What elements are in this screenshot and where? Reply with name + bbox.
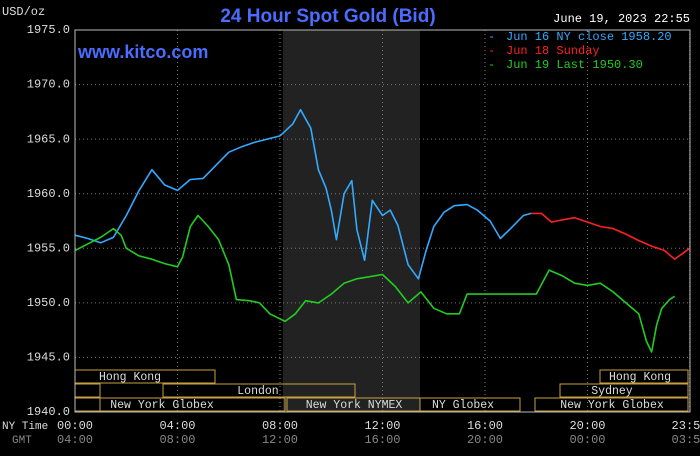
y-tick-label: 1965.0: [27, 132, 70, 146]
session-box: [599, 369, 689, 384]
session-box: [162, 383, 356, 398]
plot-frame: [74, 29, 691, 413]
legend-label: Jun 16 NY close 1958.20: [506, 30, 672, 44]
x-tick-label: 23:59: [672, 419, 700, 433]
x-tick-label: 12:00: [364, 419, 400, 433]
x2-tick-label: 16:00: [364, 433, 400, 447]
session-label: NY Globex: [432, 399, 494, 412]
series-line: [531, 212, 690, 260]
y-tick-label: 1940.0: [27, 405, 70, 419]
y-tick-label: 1975.0: [27, 23, 70, 37]
y-axis-label: USD/oz: [2, 5, 45, 19]
x2-tick-label: 20:00: [467, 433, 503, 447]
x2-axis-label: GMT: [12, 435, 32, 447]
y-tick-label: 1950.0: [27, 296, 70, 310]
x-tick-label: 00:00: [57, 419, 93, 433]
x-axis-label: NY Time: [2, 421, 48, 433]
legend-marker: -: [488, 58, 495, 72]
chart-title: 24 Hour Spot Gold (Bid): [220, 6, 435, 27]
x-tick-label: 04:00: [159, 419, 195, 433]
session-box: [99, 397, 286, 412]
session-label: New York Globex: [560, 399, 664, 412]
x2-tick-label: 08:00: [159, 433, 195, 447]
x2-tick-label: 00:00: [569, 433, 605, 447]
x2-tick-label: 04:00: [57, 433, 93, 447]
timestamp: June 19, 2023 22:55: [553, 12, 690, 26]
legend-marker: -: [488, 44, 495, 58]
session-box: [559, 383, 689, 398]
session-box: [419, 397, 521, 412]
x-tick-label: 20:00: [569, 419, 605, 433]
ny-session-shade: [283, 30, 420, 412]
session-label: Sydney: [591, 385, 633, 398]
series-line: [74, 214, 676, 353]
legend-marker: -: [488, 30, 495, 44]
session-box: [534, 397, 689, 412]
legend-label: Jun 19 Last 1950.30: [506, 58, 643, 72]
x2-tick-label: 03:59: [672, 433, 700, 447]
session-label: New York NYMEX: [306, 399, 403, 412]
y-tick-label: 1970.0: [27, 78, 70, 92]
session-label: London: [237, 385, 278, 398]
y-tick-label: 1945.0: [27, 351, 70, 365]
session-label: Hong Kong: [99, 371, 161, 384]
y-tick-label: 1960.0: [27, 187, 70, 201]
session-label: Hong Kong: [609, 371, 671, 384]
session-box: [74, 397, 101, 412]
site-name: www.kitco.com: [77, 42, 208, 62]
x-tick-label: 16:00: [467, 419, 503, 433]
x-tick-label: 08:00: [262, 419, 298, 433]
x2-tick-label: 12:00: [262, 433, 298, 447]
series-line: [74, 108, 532, 280]
legend-label: Jun 18 Sunday: [506, 44, 600, 58]
y-tick-label: 1955.0: [27, 241, 70, 255]
session-box: [74, 383, 101, 398]
session-label: New York Globex: [110, 399, 214, 412]
